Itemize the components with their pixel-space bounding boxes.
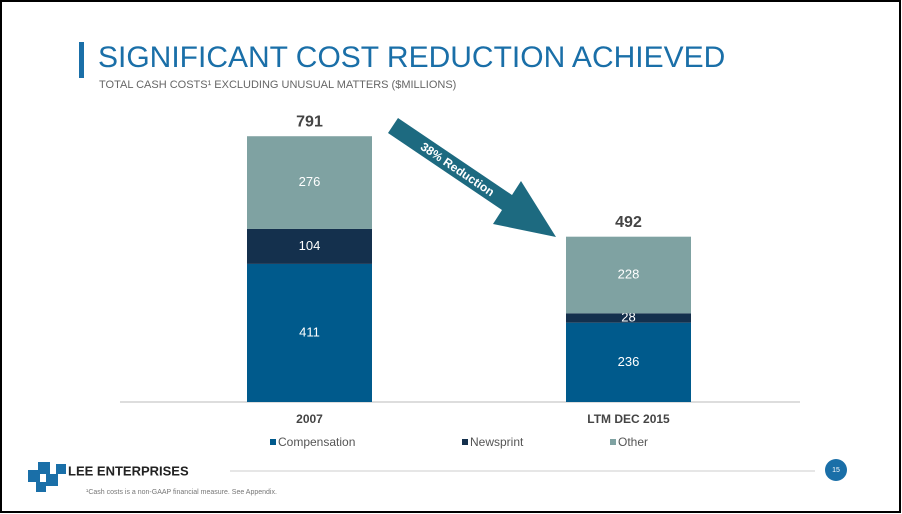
legend-swatch bbox=[270, 439, 276, 445]
logo-block bbox=[56, 464, 66, 474]
logo-block bbox=[46, 474, 58, 486]
page-number: 15 bbox=[832, 467, 840, 474]
logo: LEE ENTERPRISES bbox=[28, 462, 189, 492]
x-tick-label: LTM DEC 2015 bbox=[587, 412, 670, 426]
legend-label: Other bbox=[618, 435, 648, 449]
title-accent bbox=[79, 42, 84, 78]
data-label: 228 bbox=[618, 266, 640, 281]
footnote: ¹Cash costs is a non-GAAP financial meas… bbox=[86, 489, 277, 496]
bar-segment bbox=[247, 136, 372, 229]
logo-text: LEE ENTERPRISES bbox=[68, 463, 189, 478]
bar-segment bbox=[247, 263, 372, 402]
page-badge bbox=[825, 459, 847, 481]
legend-label: Compensation bbox=[278, 435, 355, 449]
total-label: 791 bbox=[296, 113, 323, 130]
total-label: 492 bbox=[615, 214, 642, 231]
data-label: 236 bbox=[618, 354, 640, 369]
bar-segment bbox=[247, 228, 372, 264]
x-tick-label: 2007 bbox=[296, 412, 323, 426]
bar-segment bbox=[566, 322, 691, 402]
data-label: 276 bbox=[299, 174, 321, 189]
data-label: 411 bbox=[299, 324, 320, 339]
legend-swatch bbox=[610, 439, 616, 445]
logo-block bbox=[36, 482, 46, 492]
legend-swatch bbox=[462, 439, 468, 445]
chart-subtitle: TOTAL CASH COSTS¹ EXCLUDING UNUSUAL MATT… bbox=[99, 79, 456, 91]
data-label: 104 bbox=[299, 238, 321, 253]
bar-segment bbox=[566, 313, 691, 323]
bar-segment bbox=[566, 236, 691, 314]
logo-block bbox=[38, 462, 50, 474]
legend-label: Newsprint bbox=[470, 435, 524, 449]
chart-title: SIGNIFICANT COST REDUCTION ACHIEVED bbox=[98, 41, 725, 74]
arrow-shape bbox=[388, 118, 556, 237]
logo-block bbox=[28, 470, 40, 482]
